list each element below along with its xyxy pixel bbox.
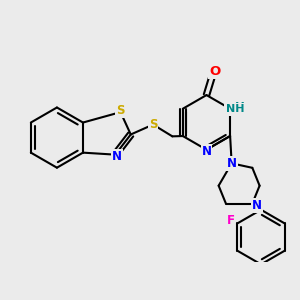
Text: N: N: [225, 102, 235, 115]
Text: S: S: [116, 104, 125, 117]
Text: F: F: [226, 214, 235, 227]
Text: N: N: [202, 145, 212, 158]
Text: H: H: [235, 101, 245, 114]
Text: N: N: [112, 150, 122, 163]
Text: NH: NH: [226, 104, 244, 114]
Text: N: N: [252, 199, 262, 212]
Text: O: O: [209, 65, 220, 78]
Text: N: N: [227, 157, 237, 170]
Text: S: S: [149, 118, 158, 131]
